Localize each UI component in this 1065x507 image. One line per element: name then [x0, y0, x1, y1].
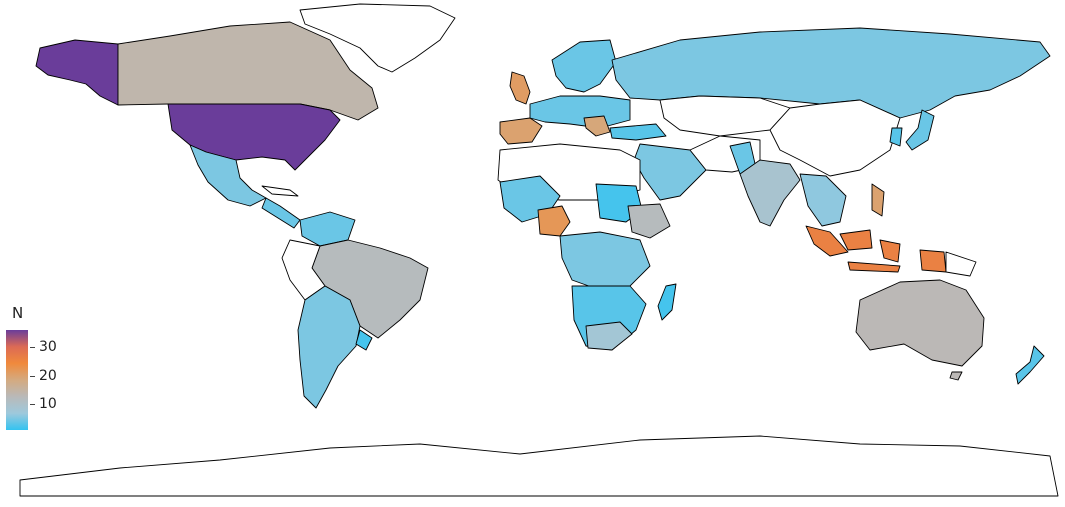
- region-antarctica: [19, 435, 1059, 497]
- legend-tick-mark: [30, 375, 35, 377]
- legend-tick-mark: [30, 404, 35, 406]
- region-china: [769, 99, 901, 177]
- region-usa: [167, 103, 341, 171]
- region-alaska: [35, 39, 119, 106]
- region-nigeria: [537, 205, 571, 237]
- region-central-africa: [559, 231, 651, 291]
- region-south-africa: [585, 321, 633, 351]
- region-india: [739, 159, 801, 227]
- region-indonesia: [805, 225, 947, 273]
- region-png: [945, 251, 977, 277]
- legend: N 30 20 10: [6, 304, 66, 434]
- region-korea: [889, 127, 903, 147]
- region-balkans: [583, 115, 611, 137]
- region-new-zealand: [1015, 345, 1045, 385]
- region-australia: [855, 279, 985, 367]
- region-turkey: [609, 123, 667, 141]
- region-japan: [905, 109, 935, 151]
- legend-color-bar: [6, 330, 28, 430]
- legend-tick-label: 10: [39, 396, 57, 413]
- legend-tick-label: 30: [39, 339, 57, 356]
- legend-tick-label: 20: [39, 367, 57, 384]
- region-united-kingdom: [509, 71, 531, 105]
- region-ethiopia: [627, 203, 671, 239]
- region-cuba: [261, 185, 299, 197]
- region-philippines: [871, 183, 885, 217]
- region-western-europe: [529, 95, 631, 129]
- region-argentina: [297, 285, 361, 409]
- region-uruguay: [355, 329, 373, 351]
- region-indochina: [799, 173, 847, 227]
- region-greenland: [299, 3, 456, 73]
- region-spain: [499, 117, 543, 145]
- region-madagascar: [657, 283, 677, 321]
- region-central-america: [261, 197, 301, 229]
- region-tasmania: [949, 371, 963, 381]
- legend-title: N: [12, 304, 24, 322]
- region-scandinavia: [551, 39, 617, 93]
- legend-tick-mark: [30, 347, 35, 349]
